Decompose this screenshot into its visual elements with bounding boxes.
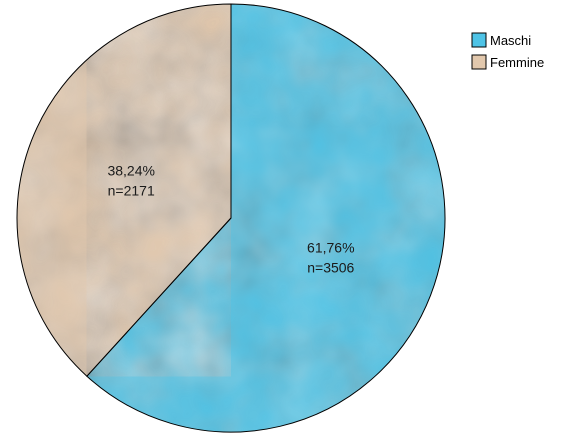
pie-slice-texture-femmine: [17, 4, 231, 377]
legend: Maschi Femmine: [471, 32, 544, 70]
pie-slice-texture-maschi: [86, 4, 445, 432]
legend-swatch-femmine: [471, 54, 487, 70]
slice-count-label-maschi: n=3506: [307, 260, 354, 276]
slice-percent-label-maschi: 61,76%: [307, 240, 354, 256]
pie-slice-outline-maschi: [86, 3, 446, 433]
legend-label-maschi: Maschi: [490, 33, 531, 48]
slice-percent-label-femmine: 38,24%: [107, 162, 154, 178]
slice-count-label-femmine: n=2171: [108, 182, 155, 198]
pie-texture: [17, 4, 445, 432]
legend-label-femmine: Femmine: [490, 55, 544, 70]
legend-swatch-maschi: [471, 32, 487, 48]
pie-slice-outline-femmine: [16, 3, 232, 377]
slice-labels: 61,76% n=3506 38,24% n=2171: [107, 162, 354, 275]
pie-outlines: [16, 3, 446, 433]
